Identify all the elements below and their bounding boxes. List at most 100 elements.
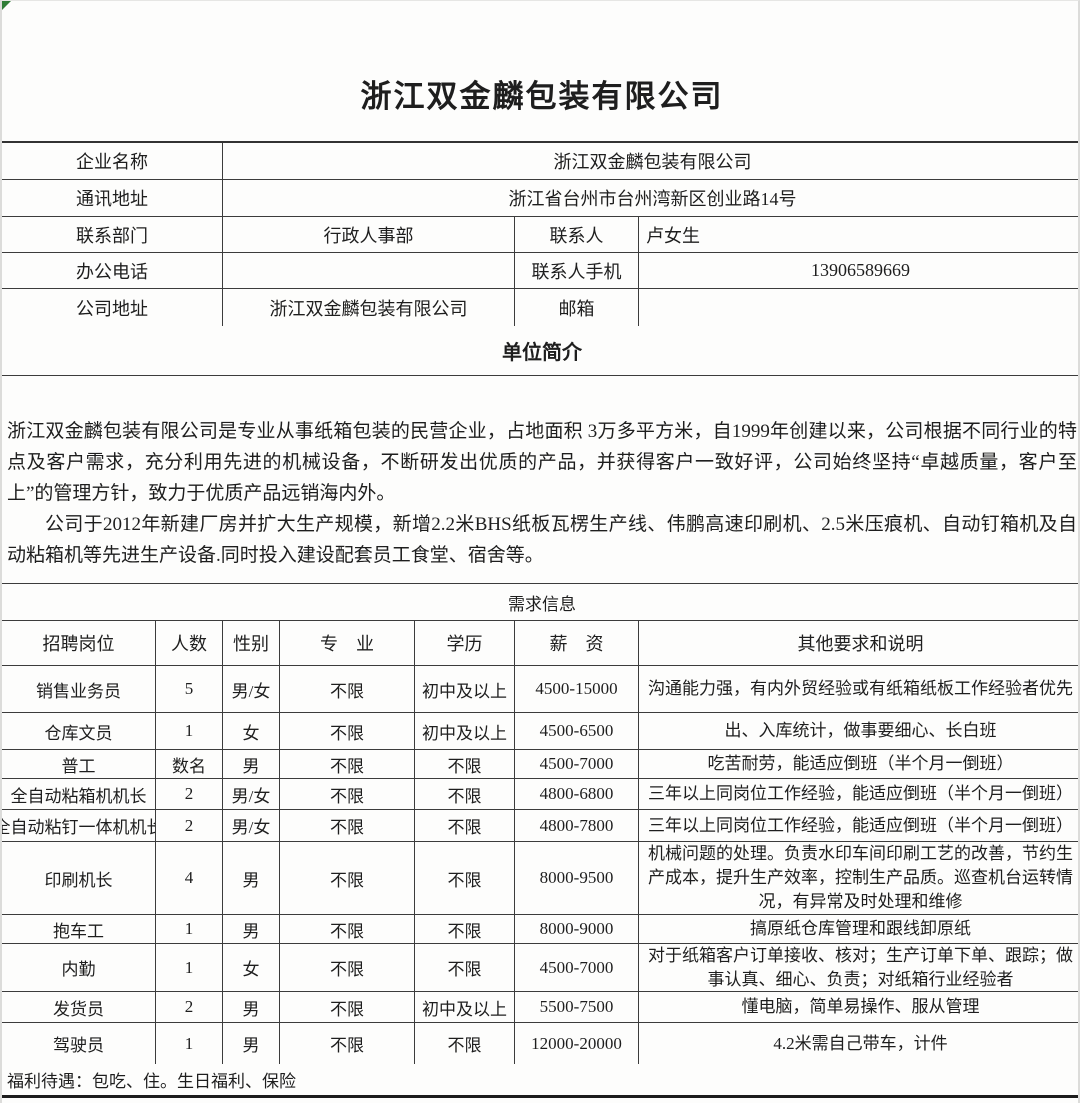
job-headcount: 1 — [156, 944, 223, 991]
job-major: 不限 — [280, 992, 415, 1022]
job-requirements: 对于纸箱客户订单接收、核对；生产订单下单、跟踪；做事认真、细心、负责；对纸箱行业… — [648, 945, 1073, 989]
welfare-note: 福利待遇：包吃、住。生日福利、保险 — [2, 1064, 1078, 1098]
col-header-position: 招聘岗位 — [2, 621, 156, 665]
job-major: 不限 — [280, 779, 415, 809]
job-salary: 4800-6800 — [515, 779, 639, 809]
job-gender: 男/女 — [223, 666, 280, 712]
job-gender: 男 — [223, 842, 280, 914]
col-header-education: 学历 — [415, 621, 515, 665]
job-position: 内勤 — [2, 944, 156, 991]
info-value-mobile: 13906589669 — [811, 260, 910, 280]
info-label-company-address: 公司地址 — [2, 289, 223, 326]
company-info-table: 企业名称 浙江双金麟包装有限公司 通讯地址 浙江省台州市台州湾新区创业路14号 … — [2, 141, 1078, 326]
job-position: 仓库文员 — [2, 713, 156, 749]
job-education: 不限 — [415, 915, 515, 943]
job-major: 不限 — [280, 842, 415, 914]
job-salary: 4800-7800 — [515, 810, 639, 841]
info-label-company-name: 企业名称 — [2, 143, 223, 179]
job-gender: 男/女 — [223, 779, 280, 809]
job-gender: 男 — [223, 750, 280, 778]
green-corner-mark-icon — [2, 1, 11, 10]
job-requirements: 吃苦耐劳，能适应倒班（半个月一倒班） — [707, 754, 1014, 773]
job-gender: 女 — [223, 713, 280, 749]
job-row-printing-operator: 印刷机长 4 男 不限 不限 8000-9500 机械问题的处理。负责水印车间印… — [2, 842, 1078, 915]
job-position: 全自动粘箱机机长 — [2, 779, 156, 809]
job-table: 招聘岗位 人数 性别 专 业 学历 薪 资 其他要求和说明 销售业务员 5 男/… — [2, 621, 1078, 1064]
table-row: 企业名称 浙江双金麟包装有限公司 — [2, 143, 1078, 180]
job-headcount: 1 — [156, 915, 223, 943]
intro-paragraph-2: 公司于2012年新建厂房并扩大生产规模，新增2.2米BHS纸板瓦楞生产线、伟鹏高… — [7, 514, 1077, 566]
job-salary: 8000-9000 — [515, 915, 639, 943]
job-education: 初中及以上 — [415, 713, 515, 749]
job-major: 不限 — [280, 915, 415, 943]
job-gender: 男/女 — [223, 810, 280, 841]
job-education: 不限 — [415, 750, 515, 778]
job-gender: 男 — [223, 1023, 280, 1064]
job-row-general-worker: 普工 数名 男 不限 不限 4500-7000 吃苦耐劳，能适应倒班（半个月一倒… — [2, 750, 1078, 779]
job-table-header-row: 招聘岗位 人数 性别 专 业 学历 薪 资 其他要求和说明 — [2, 621, 1078, 666]
job-requirements: 搞原纸仓库管理和跟线卸原纸 — [750, 919, 971, 938]
intro-section-title: 单位简介 — [2, 325, 1078, 376]
job-education: 初中及以上 — [415, 992, 515, 1022]
demand-section-title: 需求信息 — [2, 584, 1078, 621]
info-value-company-name: 浙江双金麟包装有限公司 — [553, 152, 752, 172]
job-headcount: 2 — [156, 779, 223, 809]
job-education: 初中及以上 — [415, 666, 515, 712]
job-salary: 4500-6500 — [515, 713, 639, 749]
job-headcount: 1 — [156, 1023, 223, 1064]
intro-paragraph-1: 浙江双金麟包装有限公司是专业从事纸箱包装的民营企业，占地面积 3万多平方米，自1… — [7, 421, 1077, 504]
job-requirements: 机械问题的处理。负责水印车间印刷工艺的改善，节约生产成本，提升生产效率，控制生产… — [648, 844, 1073, 911]
job-row-gluer-stitcher-operator: 全自动粘钉一体机机长 2 男/女 不限 不限 4800-7800 三年以上同岗位… — [2, 810, 1078, 842]
job-headcount: 2 — [156, 810, 223, 841]
job-position: 销售业务员 — [2, 666, 156, 712]
table-row: 办公电话 联系人手机 13906589669 — [2, 253, 1078, 289]
job-requirements: 4.2米需自己带车，计件 — [773, 1033, 948, 1053]
job-position: 发货员 — [2, 992, 156, 1022]
job-headcount: 1 — [156, 713, 223, 749]
job-education: 不限 — [415, 810, 515, 841]
job-education: 不限 — [415, 842, 515, 914]
job-major: 不限 — [280, 1023, 415, 1064]
job-headcount: 5 — [156, 666, 223, 712]
col-header-salary: 薪 资 — [515, 621, 639, 665]
col-header-requirements: 其他要求和说明 — [797, 634, 924, 654]
job-major: 不限 — [280, 666, 415, 712]
job-salary: 5500-7500 — [515, 992, 639, 1022]
info-value-email — [639, 289, 1078, 326]
info-label-email: 邮箱 — [515, 289, 639, 326]
info-label-mobile: 联系人手机 — [515, 253, 639, 288]
job-requirements: 出、入库统计，做事要细心、长白班 — [724, 721, 997, 740]
job-gender: 男 — [223, 992, 280, 1022]
table-row: 通讯地址 浙江省台州市台州湾新区创业路14号 — [2, 180, 1078, 217]
job-row-office-clerk: 内勤 1 女 不限 不限 4500-7000 对于纸箱客户订单接收、核对；生产订… — [2, 944, 1078, 992]
info-label-mail-address: 通讯地址 — [2, 180, 223, 216]
job-education: 不限 — [415, 1023, 515, 1064]
job-position: 全自动粘钉一体机机长 — [2, 810, 156, 841]
job-salary: 4500-15000 — [515, 666, 639, 712]
job-row-driver: 驾驶员 1 男 不限 不限 12000-20000 4.2米需自己带车，计件 — [2, 1023, 1078, 1064]
job-position: 印刷机长 — [2, 842, 156, 914]
job-salary: 12000-20000 — [515, 1023, 639, 1064]
job-requirements: 三年以上同岗位工作经验，能适应倒班（半个月一倒班） — [648, 815, 1073, 835]
info-label-contact-person: 联系人 — [515, 217, 639, 252]
info-value-contact-person: 卢女生 — [646, 225, 700, 246]
job-requirements: 沟通能力强，有内外贸经验或有纸箱纸板工作经验者优先 — [648, 679, 1073, 698]
intro-text-block: 浙江双金麟包装有限公司是专业从事纸箱包装的民营企业，占地面积 3万多平方米，自1… — [2, 376, 1078, 584]
col-header-headcount: 人数 — [156, 621, 223, 665]
col-header-major: 专 业 — [280, 621, 415, 665]
table-row: 联系部门 行政人事部 联系人 卢女生 — [2, 217, 1078, 253]
table-row: 公司地址 浙江双金麟包装有限公司 邮箱 — [2, 289, 1078, 326]
job-salary: 4500-7000 — [515, 750, 639, 778]
job-position: 抱车工 — [2, 915, 156, 943]
page-title: 浙江双金麟包装有限公司 — [360, 79, 724, 114]
job-headcount: 4 — [156, 842, 223, 914]
job-salary: 4500-7000 — [515, 944, 639, 991]
job-position: 驾驶员 — [2, 1023, 156, 1064]
job-gender: 女 — [223, 944, 280, 991]
job-row-sales: 销售业务员 5 男/女 不限 初中及以上 4500-15000 沟通能力强，有内… — [2, 666, 1078, 713]
job-requirements: 三年以上同岗位工作经验，能适应倒班（半个月一倒班） — [648, 784, 1073, 803]
info-value-contact-dept: 行政人事部 — [223, 217, 515, 252]
job-education: 不限 — [415, 944, 515, 991]
job-headcount: 数名 — [156, 750, 223, 778]
